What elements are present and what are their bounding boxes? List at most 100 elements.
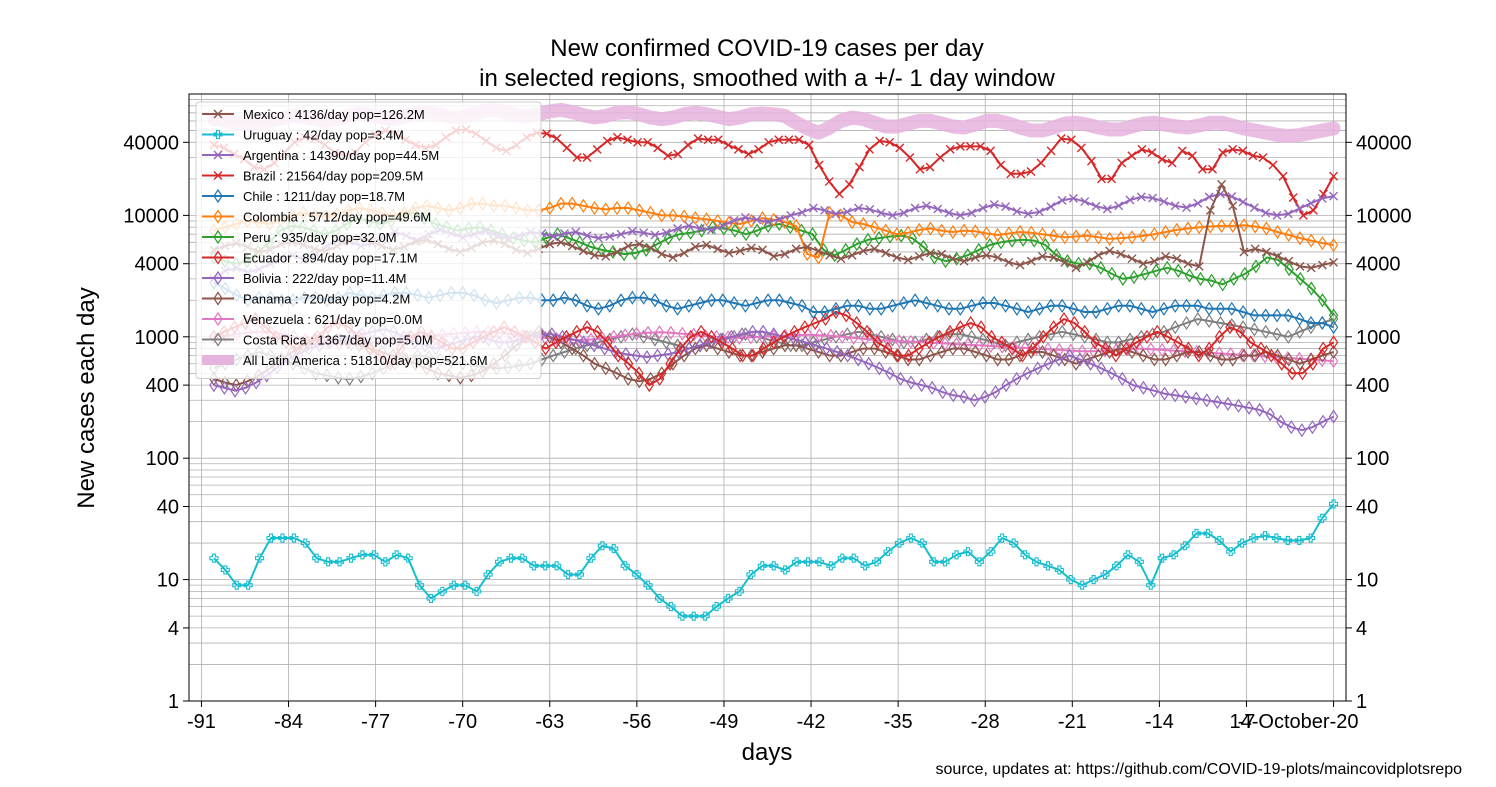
data-point: [734, 586, 744, 596]
data-point: [1080, 304, 1090, 320]
data-point: [1004, 226, 1014, 241]
data-point: [586, 553, 596, 563]
data-point: [1295, 271, 1306, 286]
data-point: [803, 557, 813, 567]
data-point: [645, 205, 656, 220]
data-point: [959, 256, 969, 266]
data-point: [791, 328, 802, 343]
data-point: [914, 251, 924, 261]
data-point: [677, 326, 688, 341]
data-point: [785, 295, 796, 311]
data-point: [733, 144, 743, 154]
data-point: [323, 557, 333, 567]
data-point: [993, 253, 1003, 262]
data-point: [925, 348, 936, 363]
data-point: [992, 352, 1003, 367]
data-point: [837, 329, 847, 344]
data-point: [929, 557, 939, 567]
data-point: [631, 348, 642, 363]
data-point: [403, 553, 413, 563]
data-point: [684, 341, 694, 356]
data-point: [1107, 174, 1117, 184]
data-point: [1194, 348, 1204, 363]
data-point: [213, 188, 223, 204]
y-tick-label-left: 1: [168, 691, 179, 713]
data-point: [1001, 378, 1011, 393]
data-point: [652, 237, 663, 252]
data-point: [848, 330, 859, 345]
data-point: [976, 141, 986, 151]
data-point: [661, 228, 671, 238]
data-point: [1329, 191, 1339, 201]
data-point: [996, 160, 1006, 170]
data-point: [695, 295, 705, 311]
data-point: [1114, 201, 1124, 211]
data-point: [944, 208, 954, 218]
data-point: [727, 341, 737, 356]
x-tick-label: -49: [710, 711, 739, 733]
data-point: [1159, 386, 1170, 401]
data-point: [1187, 151, 1197, 161]
data-point: [1137, 144, 1147, 154]
data-point: [754, 144, 764, 154]
data-point: [1096, 260, 1106, 275]
data-point: [718, 221, 728, 231]
data-point: [1023, 209, 1033, 219]
data-point: [593, 301, 604, 316]
data-point: [1260, 308, 1271, 323]
data-point: [589, 356, 600, 371]
data-point: [1068, 193, 1078, 203]
data-point: [1250, 244, 1260, 254]
y-tick-label-left: 40000: [123, 132, 179, 154]
data-point: [1284, 227, 1294, 243]
data-point: [685, 225, 696, 240]
data-point: [1204, 341, 1214, 356]
data-point: [894, 334, 905, 349]
data-point: [1229, 271, 1239, 286]
data-point: [927, 380, 937, 395]
data-point: [1082, 257, 1092, 267]
data-point: [213, 332, 223, 347]
data-point: [774, 214, 784, 224]
data-point: [1329, 499, 1339, 509]
data-point: [1034, 301, 1045, 316]
legend-label: Peru : 935/day pop=32.0M: [243, 230, 397, 245]
data-point: [906, 533, 916, 543]
data-point: [910, 203, 920, 213]
data-point: [1194, 261, 1204, 271]
data-point: [1208, 164, 1218, 174]
data-point: [1149, 352, 1160, 367]
data-point: [1228, 144, 1238, 154]
data-point: [990, 385, 1001, 400]
data-point: [650, 230, 660, 240]
y-tick-label-right: 4: [1356, 618, 1367, 640]
data-point: [1116, 249, 1126, 259]
data-point: [981, 348, 992, 363]
data-point: [1228, 218, 1238, 233]
data-point: [1272, 224, 1283, 240]
y-tick-label-left: 1000: [135, 327, 180, 349]
data-point: [915, 164, 925, 174]
data-point: [1181, 298, 1192, 313]
data-point: [1261, 247, 1271, 257]
data-point: [1173, 263, 1184, 278]
data-point: [1151, 263, 1161, 278]
data-point: [567, 341, 577, 356]
legend-label: Mexico : 4136/day pop=126.2M: [243, 107, 425, 122]
data-point: [1026, 166, 1036, 176]
data-point: [597, 331, 608, 346]
data-point: [1204, 313, 1214, 329]
data-point: [426, 593, 436, 603]
data-point: [634, 239, 644, 249]
data-point: [865, 204, 875, 214]
data-point: [578, 246, 588, 256]
data-point: [622, 135, 632, 145]
data-point: [1054, 342, 1065, 357]
data-point: [1091, 304, 1101, 320]
data-point: [1294, 351, 1305, 366]
data-point: [780, 215, 790, 230]
data-point: [730, 223, 740, 238]
x-tick-label: -77: [361, 711, 390, 733]
data-point: [414, 580, 425, 590]
data-point: [1125, 298, 1135, 313]
